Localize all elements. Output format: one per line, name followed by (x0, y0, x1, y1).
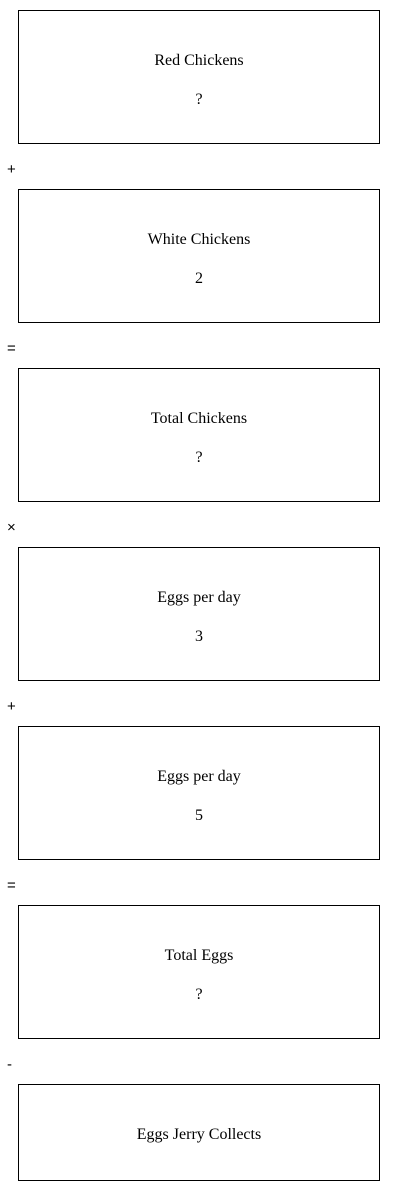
box-value: ? (195, 91, 203, 108)
box-label: Total Eggs (164, 947, 234, 964)
box-label: Eggs Jerry Collects (136, 1126, 262, 1143)
box-label: Red Chickens (154, 52, 244, 69)
box-value: 5 (195, 807, 203, 824)
box-eggs-jerry-collects: Eggs Jerry Collects (18, 1084, 380, 1181)
box-label: Eggs per day (157, 589, 241, 606)
box-eggs-per-day-1: Eggs per day 3 (18, 547, 380, 681)
box-value: 2 (195, 270, 203, 287)
box-total-eggs: Total Eggs ? (18, 905, 380, 1039)
operator-multiply: × (7, 519, 16, 536)
operator-equals: = (7, 340, 16, 357)
operator-equals: = (7, 877, 16, 894)
box-red-chickens: Red Chickens ? (18, 10, 380, 144)
box-total-chickens: Total Chickens ? (18, 368, 380, 502)
operator-plus: + (7, 698, 16, 715)
box-white-chickens: White Chickens 2 (18, 189, 380, 323)
box-eggs-per-day-2: Eggs per day 5 (18, 726, 380, 860)
box-label: Total Chickens (150, 410, 248, 427)
box-label: White Chickens (147, 231, 251, 248)
box-label: Eggs per day (157, 768, 241, 785)
box-value: ? (195, 986, 203, 1003)
box-value: 3 (195, 628, 203, 645)
operator-plus: + (7, 161, 16, 178)
box-value: ? (195, 449, 203, 466)
operator-minus: - (7, 1056, 12, 1073)
